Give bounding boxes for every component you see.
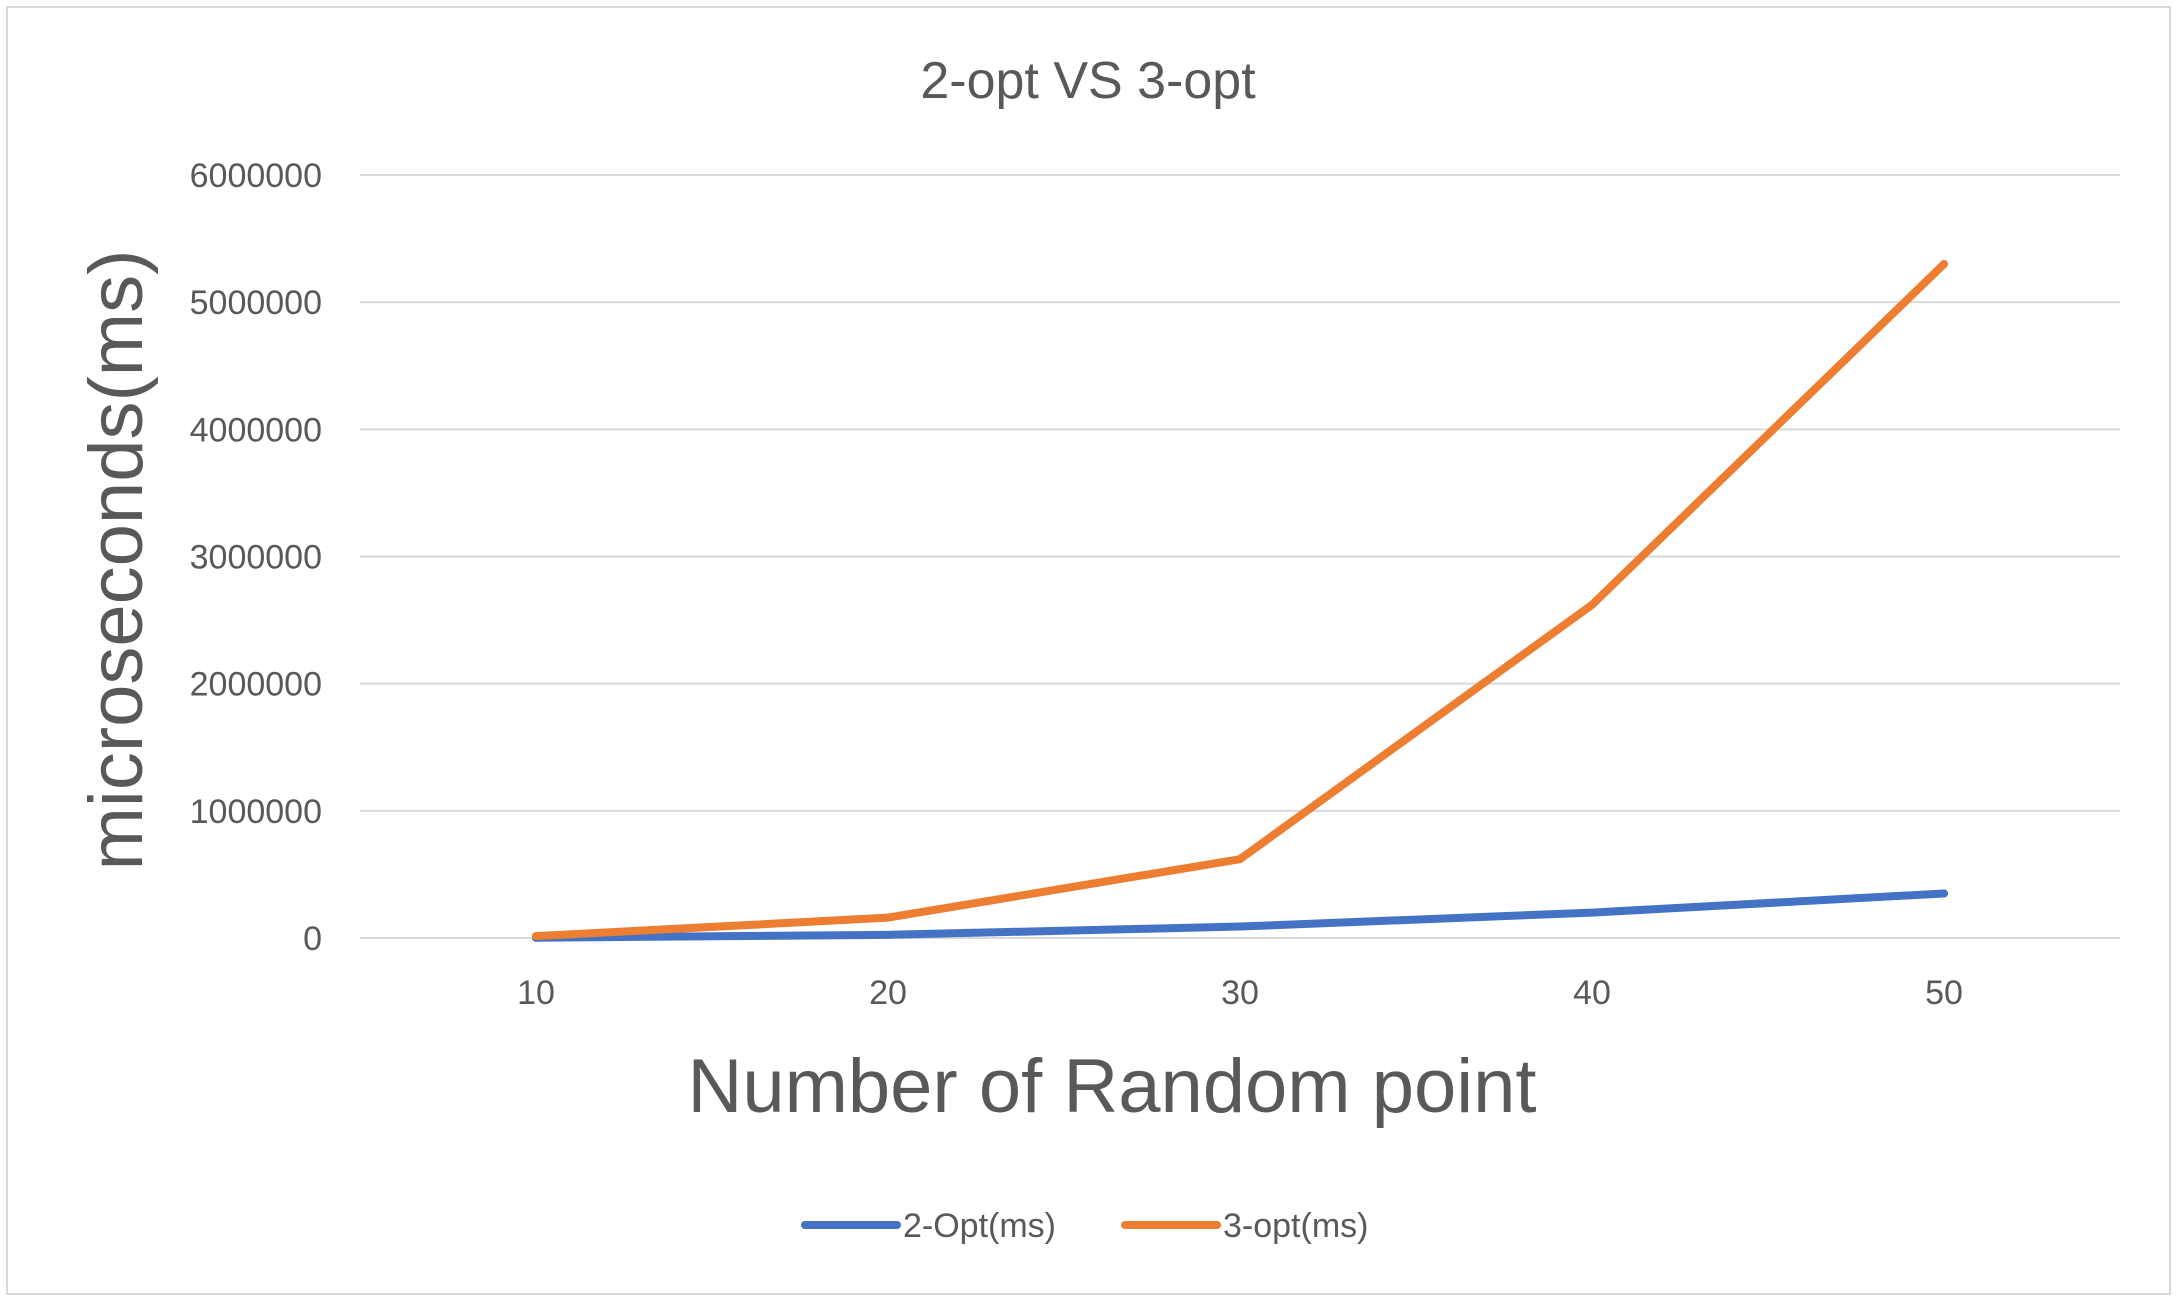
chart-title: 2-opt VS 3-opt <box>920 52 1256 110</box>
x-tick-label: 10 <box>517 974 555 1012</box>
y-axis-ticks: 0 1000000 2000000 3000000 4000000 5000000 6000… <box>190 157 322 958</box>
x-tick-label: 50 <box>1925 974 1963 1012</box>
y-tick-label: 6000000 <box>190 157 322 195</box>
data-point <box>1940 889 1948 898</box>
legend: 2-Opt(ms) 3-opt(ms) <box>801 1207 1368 1245</box>
x-axis-ticks: 10 20 30 40 50 <box>517 974 1963 1012</box>
data-point <box>884 930 892 939</box>
x-tick-label: 20 <box>869 974 907 1012</box>
series-lines <box>532 260 1948 942</box>
y-tick-label: 1000000 <box>190 793 322 831</box>
series-line-1 <box>532 889 1948 942</box>
data-point <box>1236 922 1244 931</box>
y-tick-label: 4000000 <box>190 411 322 449</box>
x-tick-label: 30 <box>1221 974 1259 1012</box>
data-point <box>1940 260 1948 269</box>
data-point <box>532 932 540 941</box>
legend-label: 3-opt(ms) <box>1223 1207 1368 1245</box>
data-point <box>884 913 892 922</box>
y-tick-label: 5000000 <box>190 284 322 322</box>
data-point <box>1588 908 1596 917</box>
y-tick-label: 0 <box>303 920 322 958</box>
data-point <box>1236 855 1244 864</box>
x-tick-label: 40 <box>1573 974 1611 1012</box>
gridlines <box>360 174 2120 939</box>
legend-label: 2-Opt(ms) <box>903 1207 1056 1245</box>
y-axis-title: microseconds(ms) <box>74 250 159 871</box>
y-tick-label: 2000000 <box>190 666 322 704</box>
y-tick-label: 3000000 <box>190 539 322 577</box>
chart-frame <box>6 6 2171 1295</box>
x-axis-title: Number of Random point <box>687 1044 1536 1129</box>
series-line-2 <box>532 260 1948 941</box>
data-point <box>1588 600 1596 609</box>
